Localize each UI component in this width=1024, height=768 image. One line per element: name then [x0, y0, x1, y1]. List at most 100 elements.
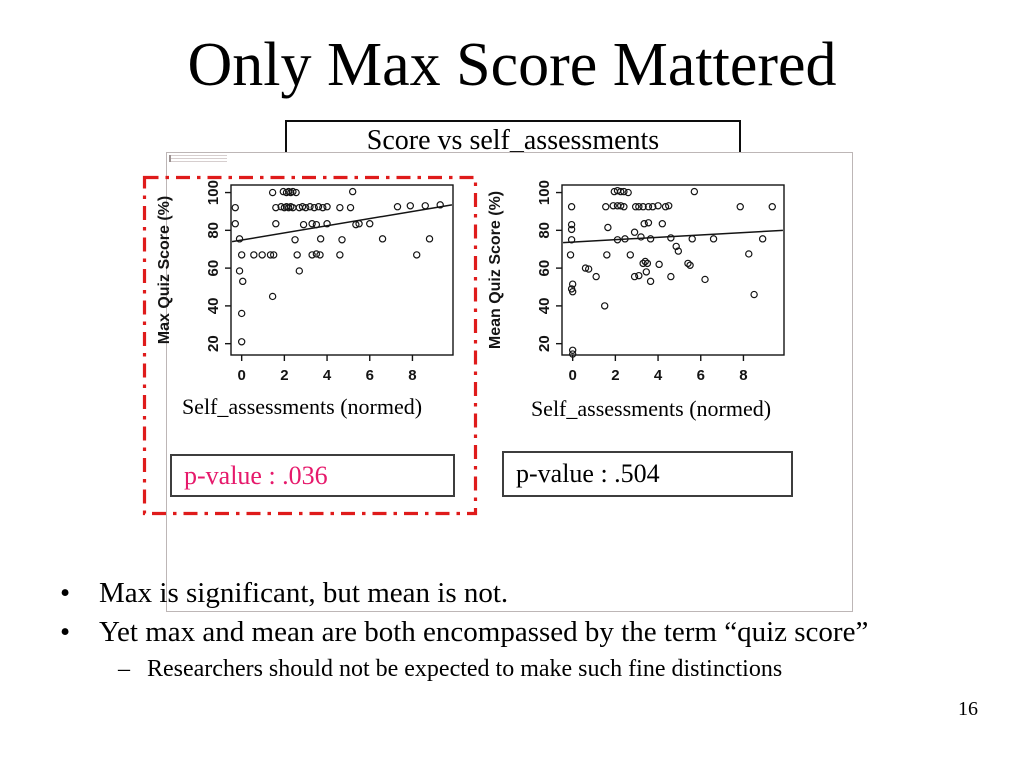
- scatter-point: [745, 250, 753, 258]
- scatter-point: [567, 236, 576, 244]
- y-tick-label: 60: [536, 260, 553, 277]
- plot-frame: [230, 184, 454, 356]
- scatter-point: [306, 203, 314, 211]
- scatter-point: [314, 203, 323, 211]
- scatter-point: [620, 187, 628, 196]
- scatter-point: [269, 251, 278, 259]
- bullet-text-1: Max is significant, but mean is not.: [99, 577, 509, 609]
- scatter-point: [674, 247, 683, 255]
- scatter-point: [617, 202, 625, 210]
- y-tick-label: 80: [536, 222, 553, 239]
- scatter-point: [600, 302, 609, 310]
- scatter-point: [667, 272, 675, 281]
- bullet-icon: •: [60, 616, 71, 648]
- scatter-point: [709, 235, 718, 243]
- scatter-point: [609, 202, 617, 210]
- y-tick-label: 100: [205, 180, 222, 205]
- scatter-point: [302, 203, 310, 212]
- scatter-point: [646, 235, 655, 243]
- x-tick-label: 4: [654, 367, 663, 384]
- scatter-point: [235, 235, 244, 243]
- sub-bullet-text: Researchers should not be expected to ma…: [147, 656, 783, 682]
- scatter-point: [568, 350, 577, 358]
- scatter-point: [292, 188, 300, 197]
- scatter-point: [642, 268, 651, 276]
- scatter-point: [736, 203, 744, 211]
- scatter-point: [649, 203, 657, 211]
- scatter-point: [603, 251, 611, 259]
- scatter-point: [631, 203, 640, 211]
- scatter-point: [568, 280, 577, 288]
- bullet-item-2: • Yet max and mean are both encompassed …: [60, 616, 868, 649]
- bullet-item-1: • Max is significant, but mean is not.: [60, 577, 508, 610]
- y-tick-label: 40: [205, 298, 222, 315]
- scatter-point: [425, 235, 434, 243]
- scatter-point: [312, 220, 321, 229]
- scatter-point: [667, 234, 675, 242]
- scatter-point: [266, 251, 275, 259]
- x-tick-label: 0: [569, 367, 577, 384]
- scatter-point: [639, 259, 647, 268]
- scatter-point: [299, 220, 308, 229]
- scatter-point: [644, 219, 653, 227]
- scatter-point: [568, 346, 577, 354]
- scatter-point: [639, 203, 647, 211]
- scatter-point: [750, 290, 758, 299]
- slide-title: Only Max Score Mattered: [187, 31, 837, 99]
- scatter-point: [393, 203, 402, 211]
- scatter-point: [298, 203, 307, 211]
- regression-line: [563, 229, 783, 244]
- score-box-label: Score vs self_assessments: [366, 124, 660, 156]
- scatter-point: [617, 187, 625, 196]
- scatter-point: [643, 259, 652, 268]
- max-quiz-score-plot-svg: 0 2 4 6 8 20 40 60 80 100 Max Quiz Score (%): [156, 180, 454, 384]
- scatter-point: [291, 236, 299, 244]
- scatter-point: [323, 203, 331, 211]
- scatter-point: [250, 251, 258, 259]
- scatter-point: [258, 251, 266, 259]
- scatter-point: [644, 203, 653, 211]
- scatter-point: [658, 220, 667, 228]
- scatter-point: [235, 267, 244, 275]
- y-tick-label: 80: [205, 222, 222, 239]
- scatter-point: [413, 251, 421, 259]
- scatter-point: [268, 188, 277, 197]
- scatter-point: [231, 203, 239, 212]
- y-tick-label: 20: [536, 335, 553, 352]
- scatter-point: [268, 292, 277, 301]
- mean-quiz-score-plot: 0 2 4 6 8 20 40 60 80 100 Mean Quiz Score (%): [484, 178, 794, 393]
- scatter-point: [654, 202, 662, 210]
- y-tick-label: 60: [205, 260, 222, 277]
- scatter-point: [272, 220, 280, 228]
- scatter-point: [378, 235, 387, 243]
- scatter-point: [646, 277, 655, 286]
- scatter-point: [592, 272, 600, 281]
- scatter-point: [295, 267, 304, 275]
- mean-quiz-score-plot-svg: 0 2 4 6 8 20 40 60 80 100 Mean Quiz Score (%): [487, 180, 785, 384]
- scatter-point: [346, 203, 355, 212]
- scatter-point: [620, 203, 628, 211]
- scatter-point: [279, 187, 287, 196]
- scatter-point: [231, 220, 239, 228]
- p-value-mean-label: p-value : .504: [516, 459, 660, 488]
- scatter-point: [338, 236, 346, 244]
- x-axis-label-right: Self_assessments (normed): [530, 396, 772, 421]
- scatter-point: [336, 203, 344, 212]
- y-tick-label: 40: [536, 298, 553, 315]
- scatter-point: [366, 220, 374, 228]
- scatter-point: [686, 261, 694, 269]
- scatter-point: [308, 220, 316, 228]
- scatter-point: [690, 187, 699, 196]
- x-tick-label: 6: [697, 367, 705, 384]
- y-tick-label: 20: [205, 335, 222, 352]
- regression-line: [231, 204, 453, 243]
- scatter-point: [336, 251, 344, 259]
- highlight-dashed-rect: [142, 175, 478, 516]
- scatter-point: [293, 251, 301, 259]
- scatter-point: [316, 251, 324, 259]
- dash-icon: –: [118, 656, 130, 682]
- x-tick-label: 8: [408, 367, 416, 384]
- x-tick-label: 2: [611, 367, 619, 384]
- x-tick-label: 6: [366, 367, 374, 384]
- scatter-point: [272, 203, 280, 212]
